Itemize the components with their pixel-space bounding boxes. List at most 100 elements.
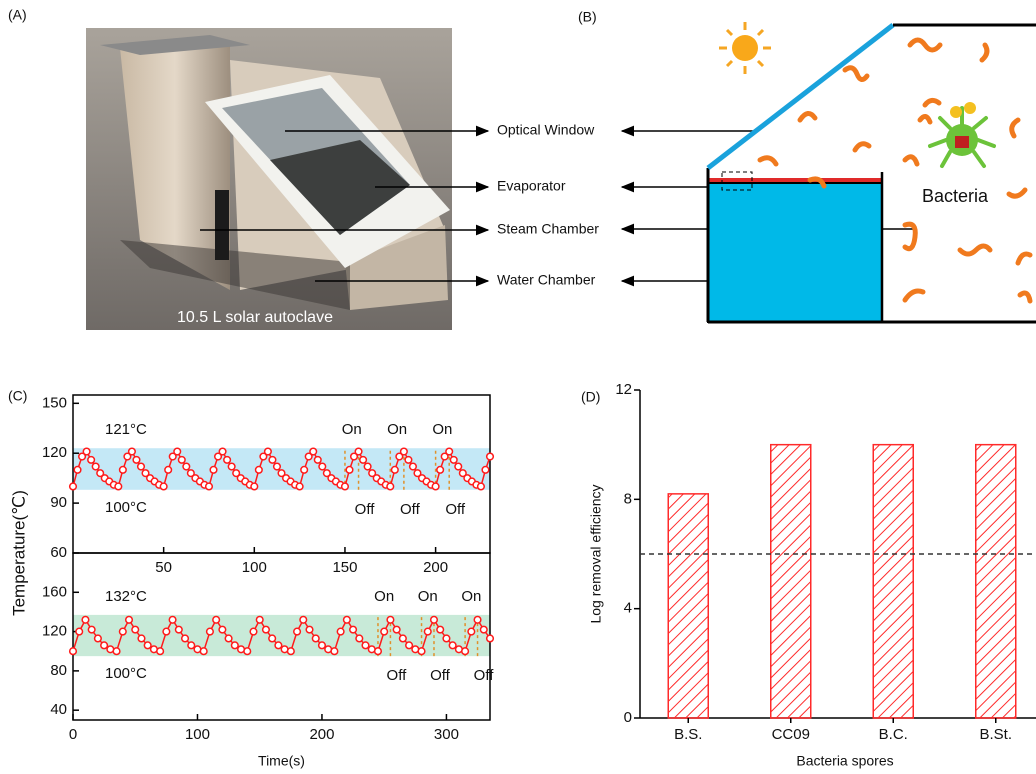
data-point <box>138 635 145 642</box>
data-point <box>344 617 351 624</box>
data-point <box>119 628 126 635</box>
data-point <box>487 453 494 460</box>
data-point <box>401 448 408 455</box>
data-point <box>446 448 453 455</box>
data-point <box>210 467 217 474</box>
data-point <box>300 617 307 624</box>
data-point <box>174 448 181 455</box>
data-point <box>263 626 270 633</box>
data-point <box>219 448 226 455</box>
data-point <box>232 642 239 649</box>
data-point <box>224 457 231 464</box>
x-axis-label: Time(s) <box>258 753 305 769</box>
y-tick-label: 8 <box>624 490 632 507</box>
y-axis-label: Temperature(℃) <box>9 490 28 616</box>
y-tick-label: 0 <box>624 709 632 726</box>
data-point <box>437 626 444 633</box>
x-tick-label: B.S. <box>674 726 702 743</box>
data-point <box>424 628 431 635</box>
data-point <box>115 483 122 490</box>
x-tick-label: 150 <box>332 559 357 576</box>
data-point <box>319 463 326 470</box>
data-point <box>126 617 133 624</box>
data-point <box>375 648 382 655</box>
y-tick-label: 120 <box>42 623 67 640</box>
off-label: Off <box>400 501 421 518</box>
diagram-label: Bacteria <box>922 186 989 206</box>
y-tick-label: 4 <box>624 600 632 617</box>
on-label: On <box>418 588 438 605</box>
data-point <box>288 648 295 655</box>
data-point <box>70 648 77 655</box>
callout: Optical Window <box>497 122 595 138</box>
x-tick-label: 100 <box>242 559 267 576</box>
data-point <box>274 463 281 470</box>
data-point <box>474 617 481 624</box>
data-point <box>480 626 487 633</box>
data-point <box>482 467 489 474</box>
data-point <box>432 483 439 490</box>
on-label: On <box>461 588 481 605</box>
data-point <box>250 628 257 635</box>
data-point <box>296 483 303 490</box>
on-label: On <box>342 421 362 438</box>
y-axis-label: Log removal efficiency <box>588 484 604 623</box>
data-point <box>70 483 77 490</box>
on-label: On <box>432 421 452 438</box>
data-point <box>200 648 207 655</box>
data-point <box>129 448 136 455</box>
data-point <box>176 626 183 633</box>
data-point <box>350 626 357 633</box>
off-label: Off <box>445 501 466 518</box>
data-point <box>392 467 399 474</box>
off-label: Off <box>355 501 376 518</box>
data-point <box>207 628 214 635</box>
data-point <box>346 467 353 474</box>
y-tick-label: 90 <box>50 494 67 511</box>
data-point <box>356 635 363 642</box>
data-point <box>314 457 321 464</box>
bar <box>771 445 811 718</box>
data-point <box>310 448 317 455</box>
data-point <box>449 642 456 649</box>
x-tick-label: 100 <box>185 726 210 743</box>
data-point <box>225 635 232 642</box>
x-tick-label: 50 <box>155 559 172 576</box>
data-point <box>364 463 371 470</box>
panel-label: (A) <box>8 7 27 23</box>
data-point <box>256 617 263 624</box>
data-point <box>163 628 170 635</box>
callout: Steam Chamber <box>497 221 599 237</box>
data-point <box>183 463 190 470</box>
x-tick-label: B.C. <box>879 726 908 743</box>
data-point <box>256 467 263 474</box>
data-point <box>418 648 425 655</box>
x-tick-label: B.St. <box>979 726 1012 743</box>
data-point <box>269 457 276 464</box>
y-tick-label: 120 <box>42 444 67 461</box>
data-point <box>101 642 108 649</box>
x-tick-label: 300 <box>434 726 459 743</box>
data-point <box>144 642 151 649</box>
data-point <box>312 635 319 642</box>
x-tick-label: 200 <box>423 559 448 576</box>
data-point <box>92 463 99 470</box>
data-point <box>76 628 83 635</box>
data-point <box>301 467 308 474</box>
data-point <box>82 617 89 624</box>
data-point <box>138 463 145 470</box>
callout: Water Chamber <box>497 272 596 288</box>
data-point <box>120 467 127 474</box>
data-point <box>157 648 164 655</box>
data-point <box>306 626 313 633</box>
x-tick-label: 200 <box>309 726 334 743</box>
data-point <box>74 467 81 474</box>
data-point <box>265 448 272 455</box>
data-point <box>169 617 176 624</box>
data-point <box>381 628 388 635</box>
callout: Evaporator <box>497 178 566 194</box>
bacterium-icon <box>930 102 994 166</box>
data-point <box>455 463 462 470</box>
data-point <box>294 628 301 635</box>
data-point <box>244 648 251 655</box>
